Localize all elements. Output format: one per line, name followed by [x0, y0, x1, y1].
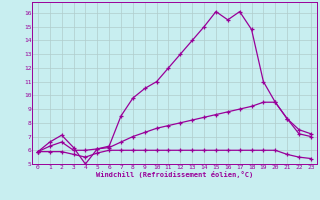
X-axis label: Windchill (Refroidissement éolien,°C): Windchill (Refroidissement éolien,°C) [96, 171, 253, 178]
